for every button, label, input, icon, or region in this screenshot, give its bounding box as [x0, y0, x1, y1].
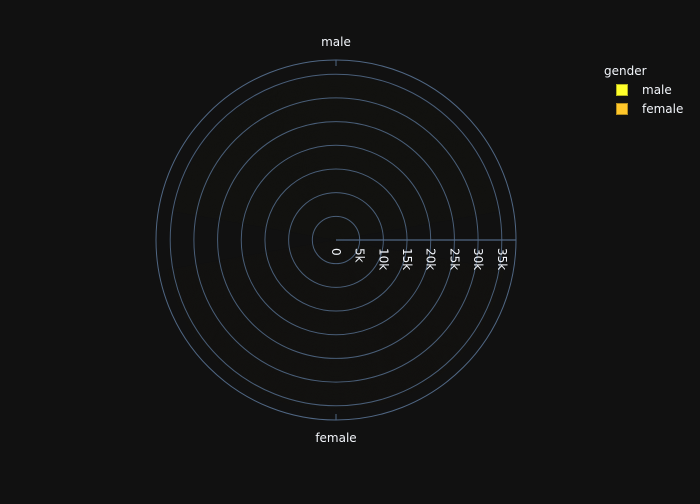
axis-layer: 0 5k 10k 15k 20k 25k 30k 35k male female	[315, 35, 516, 445]
legend: gender male female	[604, 63, 683, 118]
legend-title: gender	[604, 64, 647, 78]
radial-tick-label: 25k	[447, 248, 461, 270]
legend-item-male[interactable]: male	[604, 80, 683, 99]
radial-tick-label: 35k	[495, 248, 509, 270]
legend-label-female: female	[642, 101, 684, 116]
legend-swatch-female	[616, 102, 628, 115]
bar-segment-male[interactable]	[174, 76, 498, 213]
bars-layer	[167, 76, 505, 411]
legend-swatch-male	[616, 83, 628, 96]
radial-tick-label: 10k	[376, 248, 390, 270]
radial-tick-label: 0	[329, 248, 343, 256]
legend-label-male: male	[642, 82, 672, 97]
radial-tick-label: 30k	[471, 248, 485, 270]
angular-tick-label-male: male	[321, 35, 351, 49]
angular-tick-label-female: female	[315, 431, 356, 445]
radial-tick-label: 5k	[353, 248, 367, 263]
radial-tick-label: 20k	[424, 248, 438, 270]
legend-item-female[interactable]: female	[604, 99, 683, 118]
radial-tick-label: 15k	[400, 248, 414, 270]
bar-segment-female[interactable]	[167, 269, 505, 411]
